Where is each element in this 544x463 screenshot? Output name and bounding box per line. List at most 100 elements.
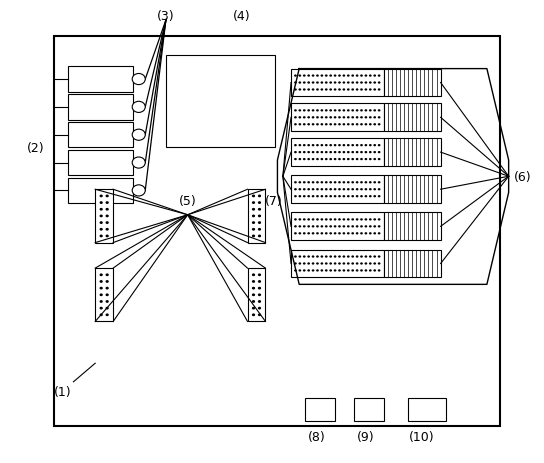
Circle shape — [356, 225, 358, 228]
Circle shape — [373, 269, 376, 272]
Circle shape — [329, 195, 332, 198]
Circle shape — [252, 281, 255, 283]
Circle shape — [100, 300, 103, 303]
Circle shape — [100, 228, 103, 231]
Circle shape — [329, 158, 332, 161]
Circle shape — [333, 89, 336, 91]
Circle shape — [258, 208, 261, 211]
Circle shape — [364, 181, 367, 184]
Circle shape — [338, 232, 341, 235]
Circle shape — [351, 188, 354, 191]
Circle shape — [369, 263, 372, 265]
Circle shape — [347, 195, 350, 198]
Circle shape — [325, 195, 327, 198]
Circle shape — [307, 232, 310, 235]
Circle shape — [258, 274, 261, 276]
Circle shape — [360, 82, 363, 84]
Circle shape — [333, 110, 336, 112]
Circle shape — [360, 195, 363, 198]
Circle shape — [307, 263, 310, 265]
Circle shape — [316, 188, 319, 191]
Circle shape — [373, 188, 376, 191]
Circle shape — [373, 117, 376, 119]
Circle shape — [333, 225, 336, 228]
Circle shape — [356, 263, 358, 265]
Circle shape — [333, 232, 336, 235]
Circle shape — [252, 195, 255, 198]
Circle shape — [320, 82, 323, 84]
Circle shape — [294, 89, 297, 91]
Circle shape — [307, 225, 310, 228]
Circle shape — [303, 110, 306, 112]
Circle shape — [343, 158, 345, 161]
Circle shape — [320, 110, 323, 112]
Circle shape — [351, 232, 354, 235]
Circle shape — [320, 181, 323, 184]
Circle shape — [333, 117, 336, 119]
Circle shape — [132, 74, 145, 85]
Circle shape — [106, 294, 109, 297]
Bar — [384, 104, 441, 132]
Circle shape — [343, 117, 345, 119]
Circle shape — [252, 222, 255, 225]
Circle shape — [351, 263, 354, 265]
Circle shape — [252, 307, 255, 310]
Circle shape — [364, 269, 367, 272]
Circle shape — [316, 256, 319, 258]
Circle shape — [316, 158, 319, 161]
Circle shape — [299, 195, 301, 198]
Circle shape — [360, 124, 363, 126]
Circle shape — [347, 82, 350, 84]
Circle shape — [351, 89, 354, 91]
Circle shape — [299, 110, 301, 112]
Circle shape — [364, 144, 367, 147]
Circle shape — [347, 75, 350, 77]
Circle shape — [360, 181, 363, 184]
Circle shape — [252, 235, 255, 238]
Circle shape — [252, 294, 255, 297]
Circle shape — [351, 181, 354, 184]
Circle shape — [351, 195, 354, 198]
Circle shape — [303, 181, 306, 184]
Circle shape — [347, 225, 350, 228]
Circle shape — [100, 202, 103, 205]
Circle shape — [307, 117, 310, 119]
Circle shape — [320, 269, 323, 272]
Circle shape — [316, 269, 319, 272]
Circle shape — [351, 117, 354, 119]
Circle shape — [343, 110, 345, 112]
Circle shape — [333, 82, 336, 84]
Circle shape — [329, 89, 332, 91]
Circle shape — [258, 222, 261, 225]
Circle shape — [299, 225, 301, 228]
Circle shape — [316, 117, 319, 119]
Circle shape — [378, 232, 380, 235]
Circle shape — [373, 195, 376, 198]
Circle shape — [132, 102, 145, 113]
Circle shape — [312, 82, 314, 84]
Circle shape — [106, 235, 109, 238]
Circle shape — [343, 151, 345, 154]
Circle shape — [299, 263, 301, 265]
Circle shape — [329, 181, 332, 184]
Circle shape — [303, 188, 306, 191]
Circle shape — [258, 281, 261, 283]
Circle shape — [294, 181, 297, 184]
Circle shape — [378, 158, 380, 161]
Bar — [291, 104, 384, 132]
Bar — [291, 213, 384, 241]
Circle shape — [329, 82, 332, 84]
Circle shape — [369, 75, 372, 77]
Circle shape — [333, 151, 336, 154]
Bar — [95, 190, 113, 243]
Circle shape — [373, 151, 376, 154]
Circle shape — [373, 232, 376, 235]
Text: (4): (4) — [233, 10, 251, 23]
Circle shape — [329, 117, 332, 119]
Circle shape — [373, 263, 376, 265]
Circle shape — [329, 124, 332, 126]
Text: (6): (6) — [514, 170, 531, 183]
Bar — [384, 213, 441, 241]
Circle shape — [100, 307, 103, 310]
Circle shape — [316, 144, 319, 147]
